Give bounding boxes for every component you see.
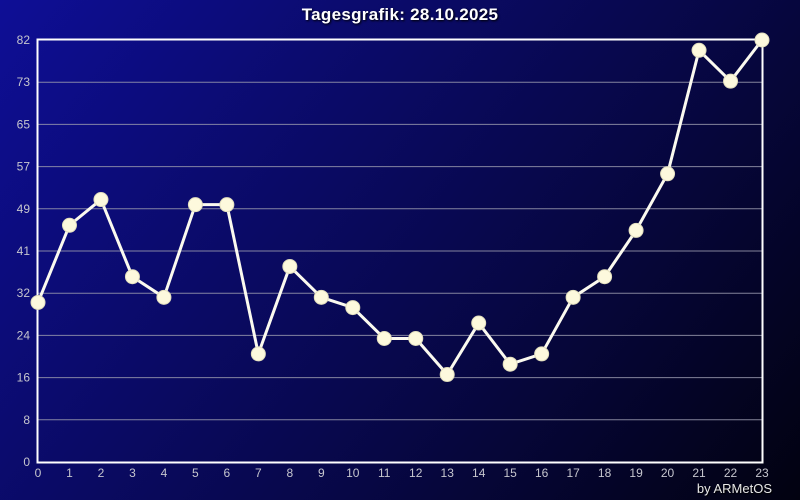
y-axis-tick-label: 0: [23, 455, 30, 469]
x-axis-tick-label: 20: [661, 466, 675, 480]
x-axis-tick-label: 17: [566, 466, 580, 480]
y-axis-tick-label: 49: [17, 202, 31, 216]
data-point-marker: [660, 166, 676, 182]
x-axis-tick-label: 10: [346, 466, 360, 480]
x-axis-tick-label: 5: [192, 466, 199, 480]
data-point-marker: [597, 269, 613, 285]
data-point-marker: [534, 346, 550, 362]
x-axis-tick-label: 23: [755, 466, 769, 480]
data-point-marker: [93, 192, 109, 208]
y-axis-tick-label: 73: [17, 75, 31, 89]
x-axis-tick-label: 9: [318, 466, 325, 480]
x-axis-tick-label: 18: [598, 466, 612, 480]
x-axis-tick-label: 7: [255, 466, 262, 480]
x-axis-tick-label: 4: [161, 466, 168, 480]
data-point-marker: [723, 73, 739, 89]
credit-label: by ARMetOS: [696, 481, 772, 496]
y-axis-tick-label: 82: [17, 33, 31, 47]
x-axis-tick-label: 21: [692, 466, 706, 480]
x-axis-tick-label: 14: [472, 466, 486, 480]
x-axis-tick-label: 16: [535, 466, 549, 480]
data-point-marker: [282, 258, 298, 274]
y-axis-tick-label: 57: [17, 160, 31, 174]
y-axis-tick-label: 65: [17, 117, 31, 131]
x-axis-tick-label: 19: [629, 466, 643, 480]
plot-border: [36, 38, 764, 464]
data-point-marker: [61, 217, 77, 233]
x-axis-tick-label: 2: [98, 466, 105, 480]
x-axis-tick-label: 8: [286, 466, 293, 480]
data-line: [36, 38, 764, 377]
y-axis-tick-label: 32: [17, 286, 31, 300]
data-point-marker: [187, 197, 203, 213]
x-axis-tick-label: 1: [66, 466, 73, 480]
x-axis-tick-label: 0: [35, 466, 42, 480]
x-axis-tick-label: 22: [724, 466, 738, 480]
data-point-marker: [408, 330, 424, 346]
data-point-marker: [156, 289, 172, 305]
x-axis-tick-label: 12: [409, 466, 423, 480]
data-point-marker: [313, 289, 329, 305]
data-point-marker: [376, 330, 392, 346]
y-axis-tick-label: 41: [17, 244, 31, 258]
data-point-marker: [691, 42, 707, 58]
x-axis-tick-label: 6: [224, 466, 231, 480]
x-axis-tick-label: 15: [503, 466, 517, 480]
data-point-marker: [30, 294, 46, 310]
x-axis-tick-label: 13: [441, 466, 455, 480]
x-axis-tick-label: 11: [378, 466, 391, 480]
data-point-marker: [124, 269, 140, 285]
data-point-marker: [439, 367, 455, 383]
data-point-marker: [565, 289, 581, 305]
data-point-marker: [345, 300, 361, 316]
y-axis-tick-label: 8: [23, 413, 30, 427]
data-point-marker: [250, 346, 266, 362]
y-axis-tick-label: 16: [17, 371, 31, 385]
data-point-marker: [502, 356, 518, 372]
data-point-marker: [471, 315, 487, 331]
data-point-marker: [754, 32, 770, 48]
x-axis-tick-label: 3: [129, 466, 136, 480]
y-axis-tick-label: 24: [17, 328, 31, 342]
chart-title: Tagesgrafik: 28.10.2025: [301, 5, 499, 24]
data-point-marker: [219, 197, 235, 213]
data-point-marker: [628, 222, 644, 238]
